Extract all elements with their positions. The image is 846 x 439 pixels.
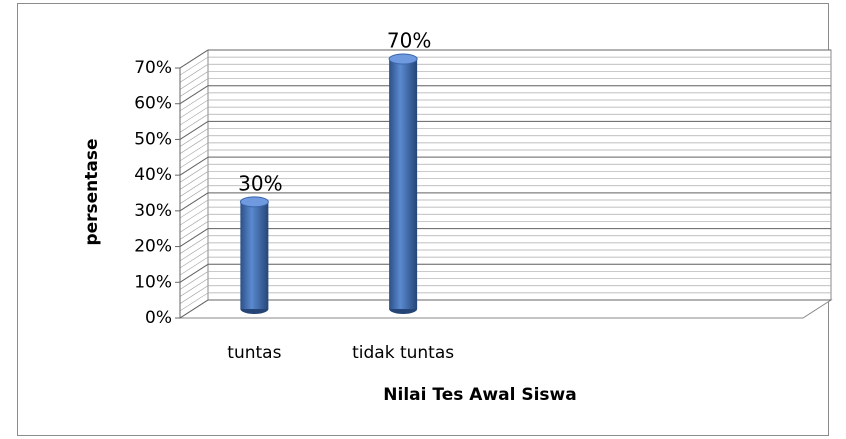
minor-grid (179, 235, 209, 255)
minor-grid (179, 92, 209, 112)
minor-grid (179, 171, 209, 190)
back-wall (207, 49, 832, 301)
grid-line (179, 49, 209, 69)
y-tick-label: 40% (134, 165, 172, 185)
grid-line (179, 228, 209, 247)
minor-grid (179, 206, 209, 226)
side-wall (179, 49, 209, 319)
minor-grid (179, 271, 209, 290)
y-tick-label: 20% (134, 237, 172, 257)
bar (389, 59, 418, 309)
floor (178, 299, 833, 319)
minor-grid (179, 163, 209, 183)
grid-line (179, 85, 209, 105)
y-tick-label: 0% (145, 308, 172, 328)
minor-grid (179, 56, 209, 76)
bar-top (239, 196, 269, 208)
minor-grid (179, 249, 209, 269)
minor-grid (179, 135, 209, 155)
grid-line (179, 121, 209, 140)
y-tick-label: 30% (134, 201, 172, 221)
minor-grid (179, 178, 209, 197)
minor-grid (179, 199, 209, 219)
minor-grid (179, 142, 209, 162)
x-tick-label: tuntas (227, 343, 281, 363)
grid-line (179, 299, 209, 319)
x-tick-label: tidak tuntas (352, 343, 454, 363)
minor-grid (179, 106, 209, 126)
minor-grid (179, 221, 209, 240)
minor-grid (179, 63, 209, 83)
minor-grid (179, 292, 209, 312)
minor-grid (179, 242, 209, 262)
minor-grid (179, 99, 209, 119)
y-tick-label: 70% (134, 58, 172, 78)
y-tick-label: 60% (134, 94, 172, 114)
y-tick-label: 10% (134, 272, 172, 292)
data-label: 30% (238, 171, 282, 195)
minor-grid (179, 78, 209, 97)
minor-grid (179, 128, 209, 147)
x-axis-title: Nilai Tes Awal Siswa (383, 385, 576, 405)
minor-grid (179, 285, 209, 305)
bar (240, 201, 269, 309)
y-tick-label: 50% (134, 129, 172, 149)
minor-grid (179, 213, 209, 233)
data-label: 70% (387, 29, 431, 53)
minor-grid (179, 278, 209, 297)
minor-grid (179, 185, 209, 205)
minor-grid (179, 113, 209, 133)
grid-line (179, 192, 209, 212)
minor-grid (179, 256, 209, 276)
bar-top (388, 53, 418, 65)
grid-line (179, 263, 209, 283)
grid-line (179, 156, 209, 176)
minor-grid (179, 149, 209, 169)
minor-grid (179, 71, 209, 90)
y-axis-title: persentase (82, 138, 102, 245)
